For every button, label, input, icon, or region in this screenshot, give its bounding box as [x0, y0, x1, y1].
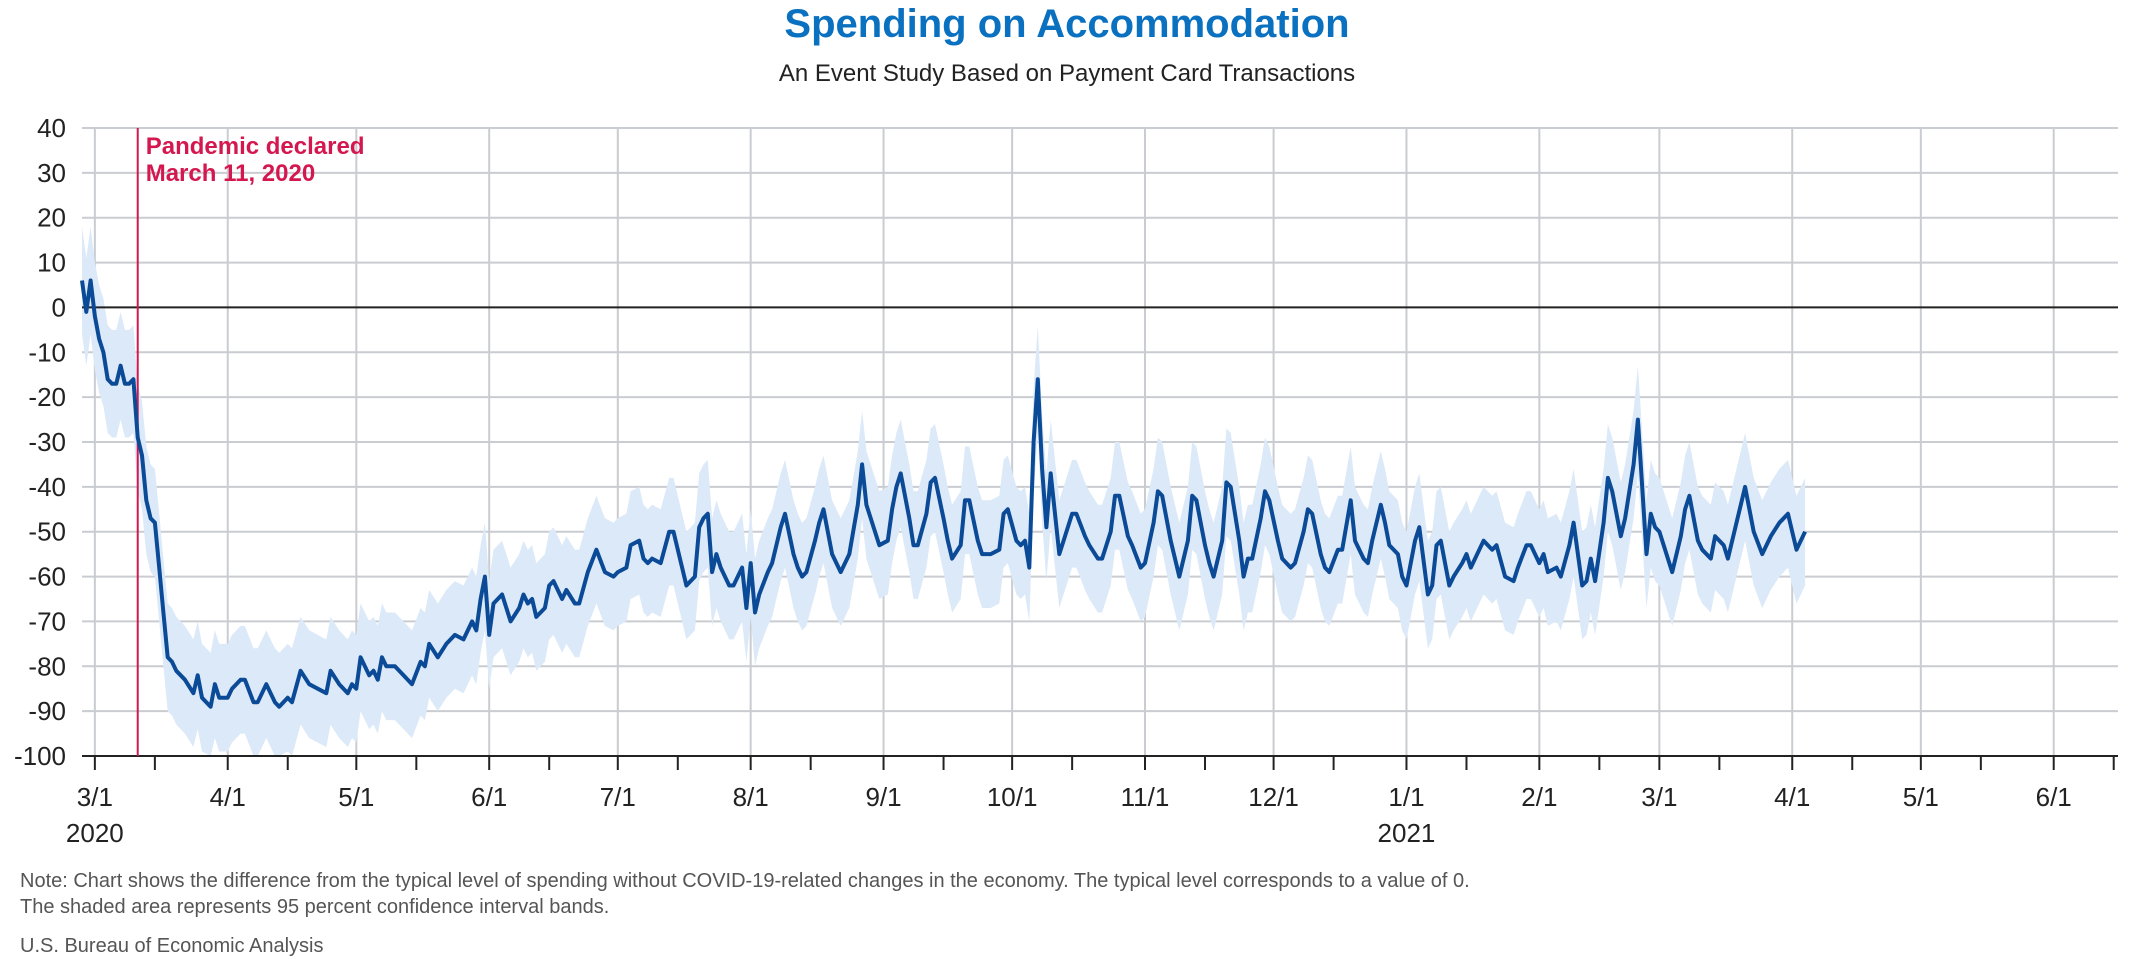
y-tick-label: -80: [28, 651, 66, 681]
x-tick-label: 10/1: [987, 782, 1038, 812]
y-tick-label: -100: [14, 741, 66, 771]
y-tick-label: -90: [28, 696, 66, 726]
chart-title: Spending on Accommodation: [784, 2, 1350, 46]
y-tick-label: -40: [28, 472, 66, 502]
pandemic-declared-label: Pandemic declared: [146, 133, 365, 160]
x-tick-label: 1/1: [1388, 782, 1424, 812]
x-tick-label: 5/1: [338, 782, 374, 812]
y-tick-label: 30: [37, 158, 66, 188]
note-line-1: Note: Chart shows the difference from th…: [20, 870, 1470, 892]
y-tick-label: -70: [28, 606, 66, 636]
x-tick-label: 6/1: [2036, 782, 2072, 812]
pandemic-declared-date: March 11, 2020: [146, 160, 315, 187]
y-tick-label: -20: [28, 382, 66, 412]
series-line: [80, 278, 1807, 709]
x-tick-label: 5/1: [1903, 782, 1939, 812]
x-tick-label: 4/1: [210, 782, 246, 812]
axes: 40 30 20 10 0 -10 -20 -30 -40 -50 -60 -70 -80 -90 -100…: [14, 113, 2118, 848]
x-tick-label: 9/1: [865, 782, 901, 812]
y-tick-label: 40: [37, 113, 66, 143]
y-tick-label: -60: [28, 562, 66, 592]
y-tick-label: 10: [37, 248, 66, 278]
x-tick-label: 11/1: [1121, 782, 1170, 812]
x-tick-label: 6/1: [471, 782, 507, 812]
y-tick-label: -50: [28, 517, 66, 547]
y-tick-label: -10: [28, 337, 66, 367]
x-year-label: 2020: [66, 818, 124, 848]
x-tick-label: 3/1: [77, 782, 113, 812]
y-tick-label: -30: [28, 427, 66, 457]
x-year-label: 2021: [1378, 818, 1436, 848]
confidence-band: [82, 226, 1806, 756]
x-tick-label: 7/1: [600, 782, 636, 812]
chart-note: Note: Chart shows the difference from th…: [20, 868, 1470, 920]
x-tick-label: 3/1: [1641, 782, 1677, 812]
x-tick-label: 4/1: [1774, 782, 1810, 812]
x-tick-label: 8/1: [733, 782, 769, 812]
y-tick-label: 0: [52, 292, 66, 322]
y-tick-label: 20: [37, 203, 66, 233]
chart-source: U.S. Bureau of Economic Analysis: [20, 935, 324, 957]
x-tick-label: 12/1: [1248, 782, 1299, 812]
note-line-2: The shaded area represents 95 percent co…: [20, 896, 610, 918]
chart-plot: 40 30 20 10 0 -10 -20 -30 -40 -50 -60 -70 -80 -90 -100…: [14, 113, 2118, 848]
x-tick-label: 2/1: [1521, 782, 1557, 812]
chart-subtitle: An Event Study Based on Payment Card Tra…: [778, 60, 1356, 87]
